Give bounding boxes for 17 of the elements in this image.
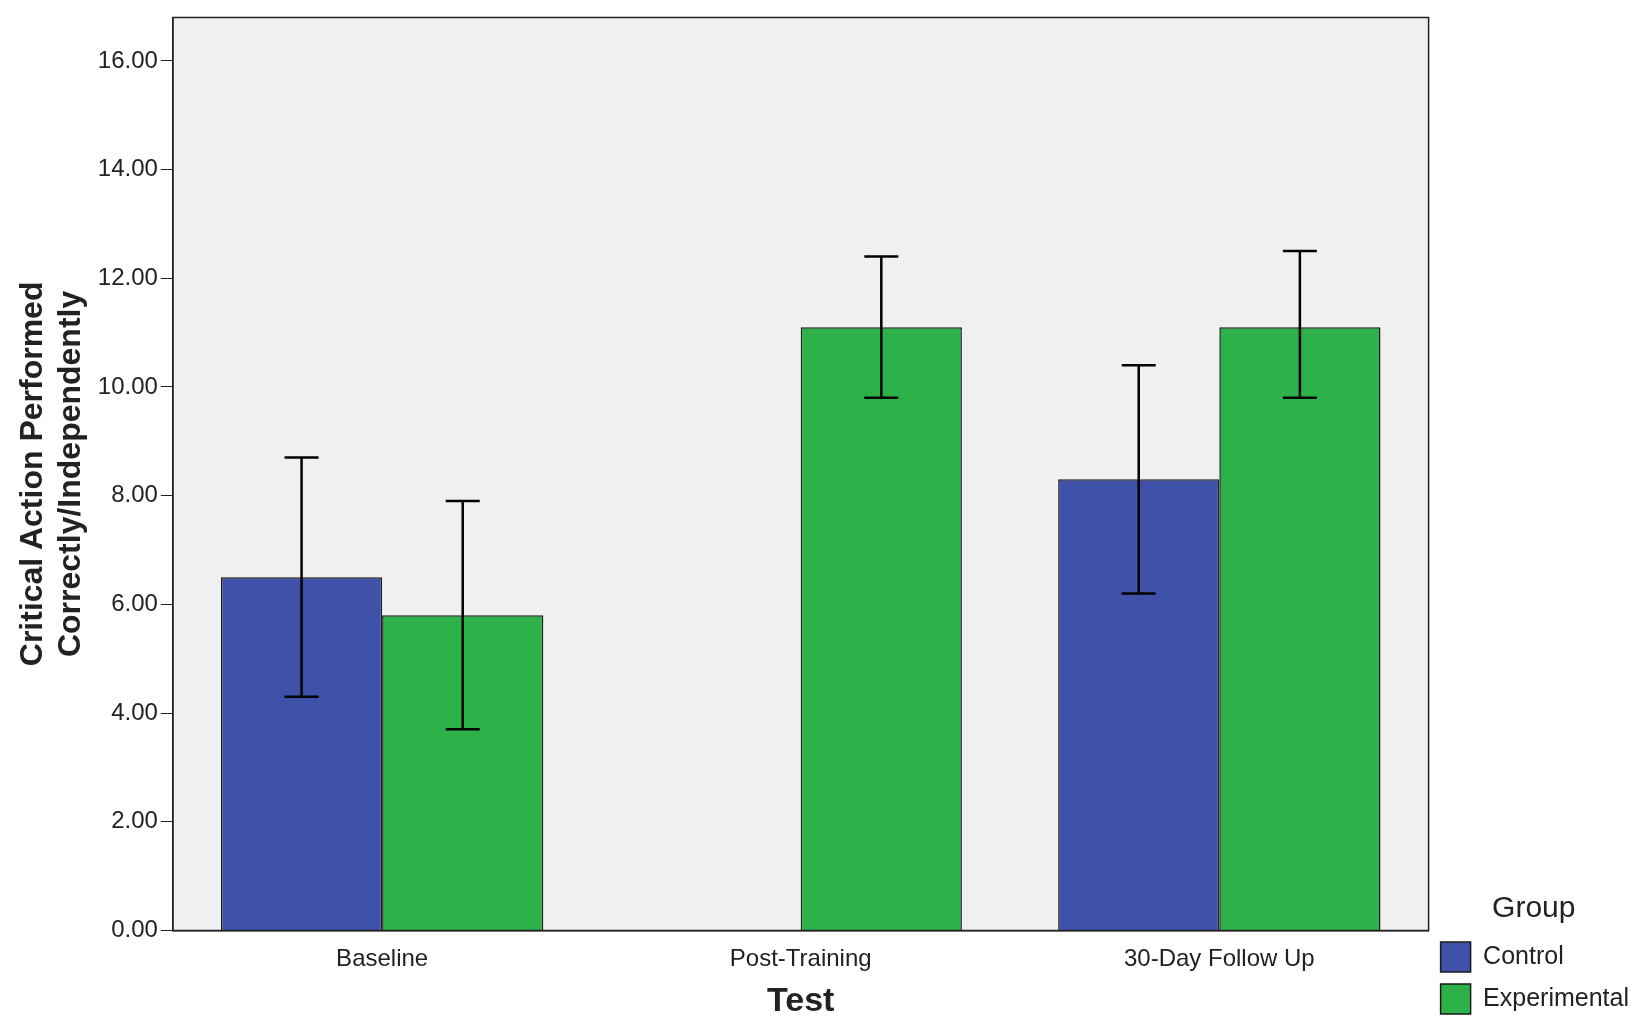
y-tick-label: 8.00 <box>111 480 158 508</box>
legend-label: Experimental <box>1483 982 1630 1011</box>
y-tick-label: 6.00 <box>111 588 158 616</box>
x-tick-label: Baseline <box>336 944 429 972</box>
y-tick-label: 14.00 <box>97 154 158 182</box>
x-tick-label: 30-Day Follow Up <box>1123 944 1315 972</box>
y-tick-label: 10.00 <box>97 371 158 399</box>
y-tick-label: 2.00 <box>111 806 158 834</box>
legend-title: Group <box>1492 890 1576 924</box>
y-tick-label: 0.00 <box>111 915 158 943</box>
x-axis-title: Test <box>767 979 835 1018</box>
y-tick-label: 4.00 <box>111 697 158 725</box>
y-tick-label: 12.00 <box>97 262 158 290</box>
y-axis-title: Critical Action Performed Correctly/Independently <box>13 281 88 667</box>
y-tick-label: 16.00 <box>97 45 158 73</box>
legend-label: Control <box>1483 940 1564 969</box>
x-tick-label: Post-Training <box>729 944 872 972</box>
